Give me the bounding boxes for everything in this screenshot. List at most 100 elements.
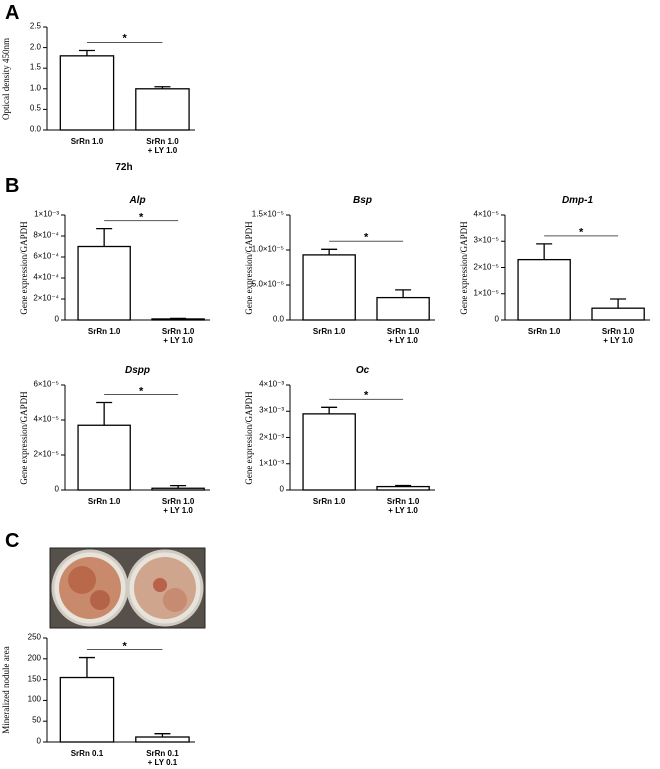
panel-label: C — [5, 530, 20, 552]
y-tick-label: 2.5 — [29, 21, 41, 31]
chart-title: Dmp-1 — [561, 195, 594, 206]
y-tick-label: 4×10⁻⁵ — [473, 209, 499, 219]
error-bar — [395, 484, 412, 487]
y-tick-label: 1×10⁻⁵ — [473, 288, 499, 298]
error-bar — [78, 656, 95, 678]
error-bar — [96, 401, 113, 426]
y-tick-label: 250 — [27, 632, 41, 642]
bar — [302, 254, 356, 321]
bar — [135, 736, 190, 743]
significance-label: * — [122, 639, 127, 652]
x-tick-label: SrRn 1.0 — [312, 497, 346, 506]
y-tick-label: 3×10⁻³ — [259, 405, 284, 415]
y-tick-label: 2×10⁻³ — [259, 432, 284, 442]
y-tick-label: 1.0×10⁻⁵ — [251, 244, 284, 254]
y-tick-label: 0 — [279, 484, 284, 494]
error-bar — [536, 243, 553, 260]
x-tick-label: SrRn 0.1 + LY 0.1 — [146, 749, 179, 767]
y-tick-label: 1.5 — [29, 62, 41, 72]
panel-label: B — [5, 175, 20, 197]
bar — [151, 318, 205, 321]
bar — [59, 676, 115, 743]
y-tick-label: 4×10⁻⁴ — [33, 272, 59, 282]
bar — [517, 258, 571, 321]
significance-label: * — [363, 389, 369, 402]
bar — [376, 485, 430, 491]
y-tick-label: 6×10⁻⁴ — [33, 251, 59, 261]
x-tick-label: SrRn 1.0 + LY 1.0 — [161, 327, 195, 345]
y-axis-label: Gene expression/GAPDH — [459, 220, 470, 315]
x-tick-label: SrRn 1.0 — [87, 327, 121, 336]
y-tick-label: 0.0 — [29, 124, 41, 134]
significance-label: * — [578, 226, 584, 239]
significance-label: * — [138, 384, 144, 397]
y-tick-label: 2.0 — [29, 42, 41, 52]
y-tick-label: 4×10⁻⁵ — [33, 414, 59, 424]
x-tick-label: SrRn 1.0 + LY 1.0 — [146, 137, 179, 155]
y-axis-label: Gene expression/GAPDH — [19, 220, 30, 315]
y-tick-label: 1×10⁻³ — [34, 209, 59, 219]
y-axis-label: Gene expression/GAPDH — [244, 390, 255, 485]
chart-title: Alp — [129, 195, 146, 206]
bar — [77, 424, 131, 491]
x-tick-label: SrRn 1.0 — [527, 327, 561, 336]
significance-label: * — [138, 210, 144, 223]
y-tick-label: 2×10⁻⁵ — [33, 449, 59, 459]
y-tick-label: 6×10⁻⁵ — [33, 379, 59, 389]
y-tick-label: 2×10⁻⁵ — [473, 262, 499, 272]
bar — [135, 88, 190, 131]
x-axis-label: 72h — [115, 162, 133, 173]
significance-label: * — [122, 32, 127, 45]
y-tick-label: 50 — [32, 715, 41, 725]
error-bar — [610, 298, 627, 309]
x-tick-label: SrRn 1.0 — [87, 497, 121, 506]
y-tick-label: 0 — [494, 314, 499, 324]
bar — [59, 55, 115, 131]
error-bar — [170, 317, 187, 320]
bar — [591, 307, 645, 321]
y-tick-label: 8×10⁻⁴ — [33, 230, 59, 240]
x-tick-label: SrRn 1.0 + LY 1.0 — [601, 327, 635, 345]
y-tick-label: 150 — [27, 674, 41, 684]
x-tick-label: SrRn 1.0 + LY 1.0 — [386, 497, 420, 515]
y-tick-label: 0 — [36, 736, 41, 746]
error-bar — [154, 86, 171, 89]
x-tick-label: SrRn 0.1 — [70, 749, 104, 758]
bar — [77, 245, 131, 321]
y-axis-label: Gene expression/GAPDH — [244, 220, 255, 315]
significance-label: * — [363, 231, 369, 244]
bar — [376, 296, 430, 321]
error-bar — [395, 289, 412, 298]
error-bar — [154, 733, 171, 738]
error-bar — [170, 484, 187, 489]
x-tick-label: SrRn 1.0 — [312, 327, 346, 336]
x-tick-label: SrRn 1.0 — [70, 137, 104, 146]
y-tick-label: 0 — [54, 314, 59, 324]
error-bar — [321, 406, 338, 414]
chart-title: Bsp — [353, 195, 372, 206]
error-bar — [321, 248, 338, 255]
y-tick-label: 1×10⁻³ — [259, 458, 284, 468]
y-tick-label: 2×10⁻⁴ — [33, 293, 59, 303]
error-bar — [78, 49, 95, 56]
y-axis-label: Optical density 450nm — [1, 37, 12, 120]
y-tick-label: 0.5 — [29, 103, 41, 113]
y-tick-label: 0 — [54, 484, 59, 494]
panel-label: A — [5, 2, 20, 24]
error-bar — [96, 228, 113, 247]
y-axis-label: Mineralized nodule area — [1, 646, 12, 734]
y-tick-label: 3×10⁻⁵ — [473, 235, 499, 245]
y-tick-label: 1.0 — [29, 83, 41, 93]
stained-plate-photo — [49, 547, 206, 629]
y-tick-label: 0.0 — [272, 314, 284, 324]
x-tick-label: SrRn 1.0 + LY 1.0 — [386, 327, 420, 345]
y-tick-label: 100 — [27, 694, 41, 704]
y-tick-label: 5.0×10⁻⁶ — [251, 279, 284, 289]
chart-title: Oc — [355, 365, 370, 376]
chart-title: Dspp — [125, 365, 150, 376]
y-axis-label: Gene expression/GAPDH — [19, 390, 30, 485]
x-tick-label: SrRn 1.0 + LY 1.0 — [161, 497, 195, 515]
y-tick-label: 1.5×10⁻⁵ — [251, 209, 284, 219]
